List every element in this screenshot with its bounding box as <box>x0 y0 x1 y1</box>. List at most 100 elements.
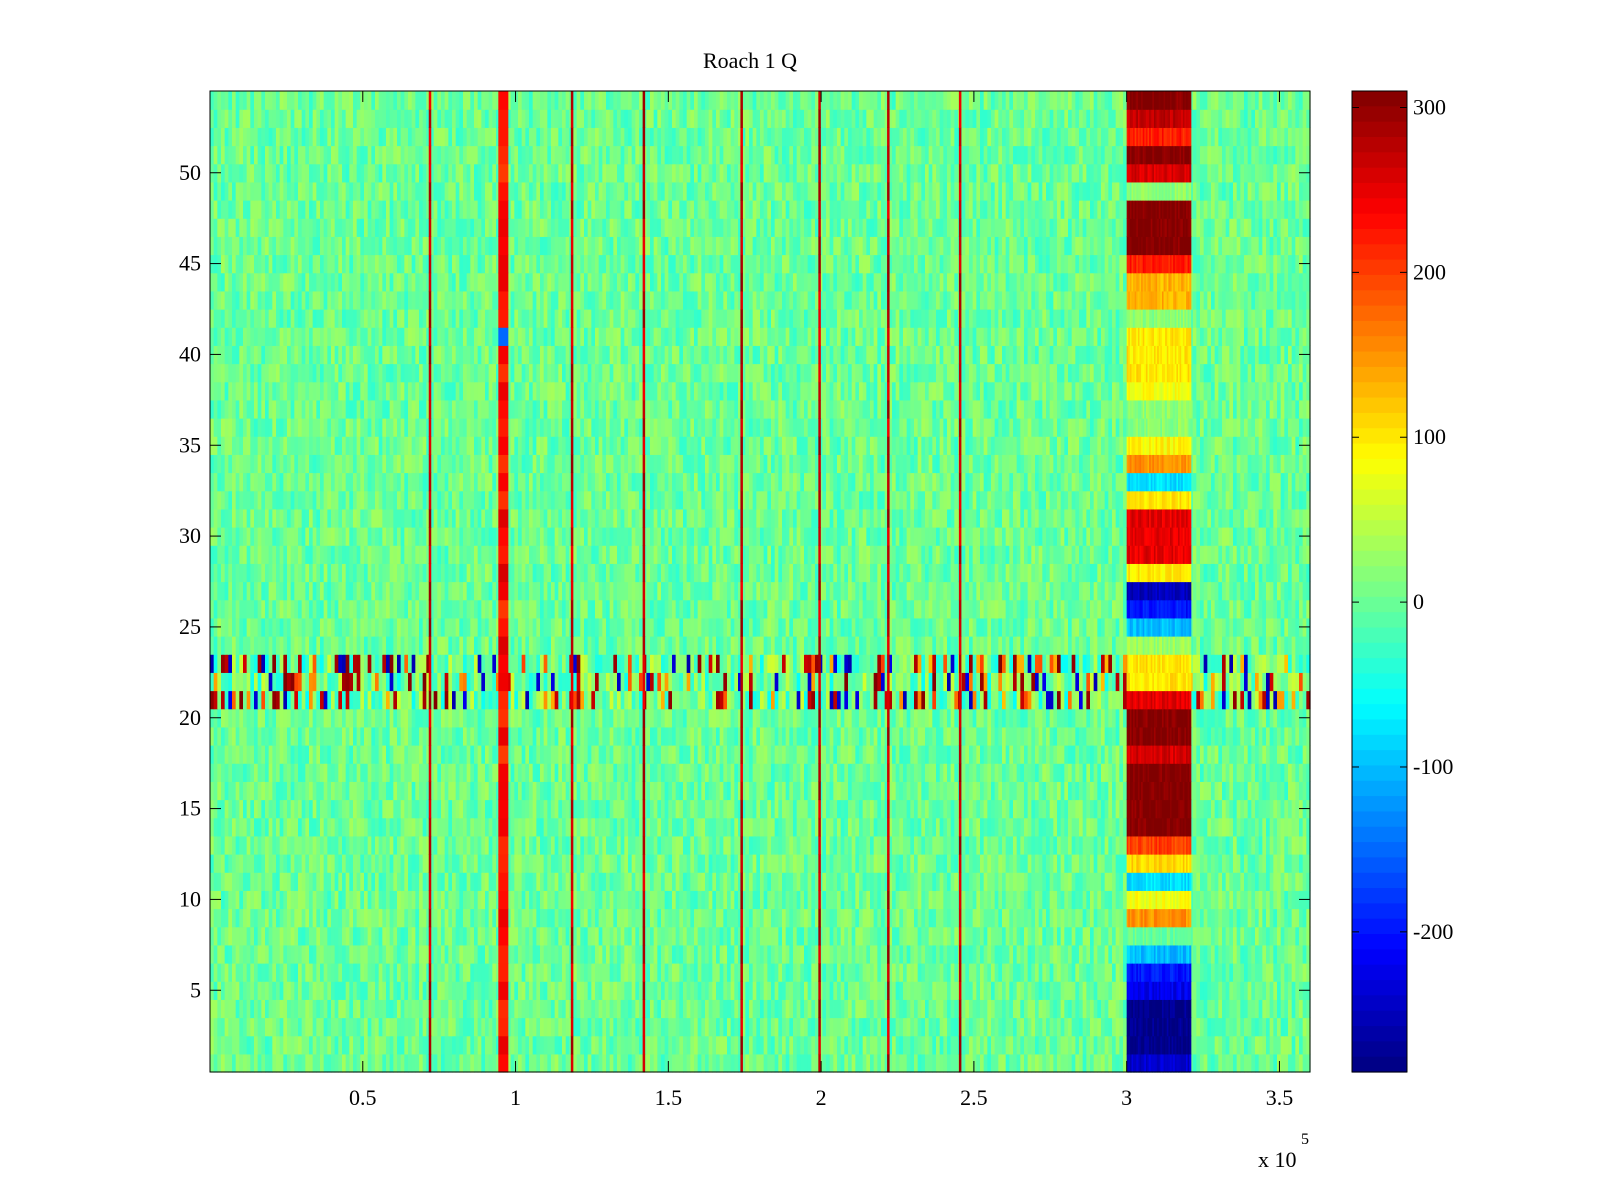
heatmap-cell <box>789 763 794 782</box>
heatmap-cell <box>675 963 680 982</box>
heatmap-cell <box>657 981 662 1000</box>
heatmap-cell <box>584 835 589 855</box>
heatmap-cell <box>1277 944 1282 964</box>
heatmap-cell <box>485 854 490 873</box>
heatmap-cell <box>426 908 431 928</box>
heatmap-cell <box>796 1017 801 1037</box>
heatmap-cell <box>954 963 959 982</box>
heatmap-cell <box>294 817 299 837</box>
heatmap-cell <box>1203 835 1208 855</box>
heatmap-cell <box>646 835 651 855</box>
heatmap-cell <box>697 963 702 982</box>
heatmap-cell <box>305 1017 310 1037</box>
heatmap-cell <box>826 908 831 928</box>
heatmap-cell <box>716 999 721 1019</box>
heatmap-cell <box>294 872 299 891</box>
heatmap-cell <box>672 835 677 855</box>
heatmap-cell <box>675 817 680 837</box>
heatmap-cell <box>771 854 776 873</box>
heatmap-cell <box>367 1035 372 1055</box>
heatmap-cell <box>917 781 922 801</box>
heatmap-cell <box>800 835 805 855</box>
heatmap-cell <box>1233 835 1238 855</box>
heatmap-cell <box>686 817 691 837</box>
heatmap-cell <box>470 908 475 928</box>
heatmap-cell <box>393 908 398 928</box>
heatmap-cell <box>1035 890 1040 910</box>
heatmap-cell <box>228 817 233 837</box>
heatmap-cell <box>408 835 413 855</box>
heatmap-cell <box>884 799 889 819</box>
heatmap-cell <box>925 854 930 873</box>
heatmap-cell <box>481 1053 486 1073</box>
heatmap-cell <box>448 1017 453 1037</box>
heatmap-cell <box>573 981 578 1000</box>
heatmap-cell <box>312 835 317 855</box>
heatmap-cell <box>400 981 405 1000</box>
heatmap-cell <box>1042 1035 1047 1055</box>
heatmap-cell <box>408 1017 413 1037</box>
heatmap-cell <box>287 1017 292 1037</box>
heatmap-cell <box>983 817 988 837</box>
heatmap-cell <box>389 1035 394 1055</box>
heatmap-cell <box>466 799 471 819</box>
heatmap-cell <box>793 908 798 928</box>
heatmap-cell <box>943 890 948 910</box>
heatmap-cell <box>1002 926 1007 946</box>
heatmap-cell <box>540 1017 545 1037</box>
heatmap-cell <box>235 944 240 964</box>
heatmap-cell <box>547 981 552 1000</box>
heatmap-cell <box>268 1017 273 1037</box>
heatmap-cell <box>481 799 486 819</box>
heatmap-cell <box>1207 781 1212 801</box>
heatmap-cell <box>364 1035 369 1055</box>
heatmap-cell <box>521 799 526 819</box>
heatmap-cell <box>1222 854 1227 873</box>
heatmap-cell <box>232 763 237 782</box>
heatmap-cell <box>232 944 237 964</box>
heatmap-cell <box>628 763 633 782</box>
heatmap-cell <box>1005 854 1010 873</box>
heatmap-cell <box>672 799 677 819</box>
heatmap-cell <box>400 781 405 801</box>
heatmap-cell <box>1093 1017 1098 1037</box>
heatmap-cell <box>881 1017 886 1037</box>
heatmap-cell <box>323 1035 328 1055</box>
heatmap-cell <box>694 926 699 946</box>
heatmap-cell <box>1079 817 1084 837</box>
heatmap-cell <box>972 817 977 837</box>
heatmap-cell <box>459 781 464 801</box>
heatmap-cell <box>752 854 757 873</box>
heatmap-cell <box>833 1053 838 1073</box>
heatmap-cell <box>400 890 405 910</box>
heatmap-cell <box>290 799 295 819</box>
heatmap-cell <box>367 835 372 855</box>
heatmap-cell <box>888 872 893 891</box>
heatmap-cell <box>947 890 952 910</box>
heatmap-cell <box>433 926 438 946</box>
heatmap-cell <box>536 1035 541 1055</box>
heatmap-cell <box>367 1017 372 1037</box>
heatmap-cell <box>470 944 475 964</box>
heatmap-cell <box>1075 835 1080 855</box>
heatmap-cell <box>1236 999 1241 1019</box>
heatmap-cell <box>422 799 427 819</box>
heatmap-cell <box>591 908 596 928</box>
heatmap-cell <box>404 763 409 782</box>
heatmap-cell <box>782 1017 787 1037</box>
heatmap-cell <box>1295 1053 1300 1073</box>
heatmap-cell <box>1005 799 1010 819</box>
heatmap-cell <box>389 981 394 1000</box>
heatmap-cell <box>910 872 915 891</box>
heatmap-cell <box>837 981 842 1000</box>
heatmap-cell <box>481 781 486 801</box>
heatmap-cell <box>232 963 237 982</box>
heatmap-cell <box>826 781 831 801</box>
heatmap-cell <box>536 763 541 782</box>
heatmap-cell <box>287 999 292 1019</box>
heatmap-cell <box>331 981 336 1000</box>
heatmap-cell <box>829 799 834 819</box>
heatmap-cell <box>1035 999 1040 1019</box>
heatmap-cell <box>1071 926 1076 946</box>
heatmap-cell <box>826 944 831 964</box>
